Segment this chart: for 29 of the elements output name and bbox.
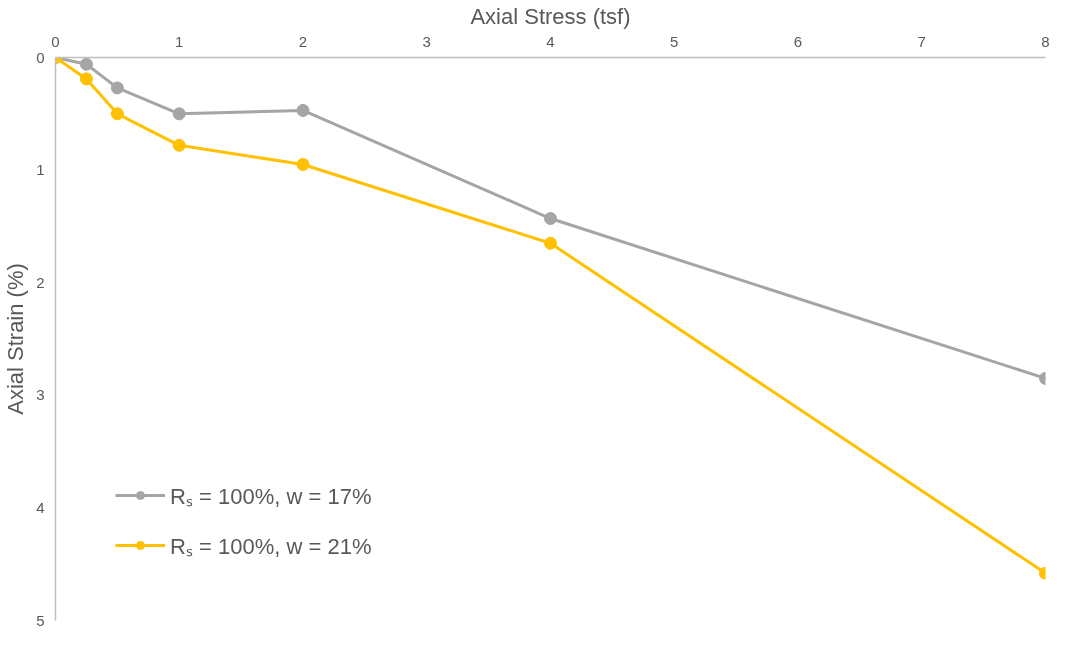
y-tick-label: 2 bbox=[36, 273, 45, 291]
point bbox=[544, 236, 557, 250]
y-tick-label: 0 bbox=[36, 48, 45, 66]
point bbox=[110, 107, 124, 121]
y-axis-title: Axial Strain (%) bbox=[3, 263, 29, 415]
legend-label: Rₛ = 100%, w = 17% bbox=[170, 483, 372, 510]
point bbox=[79, 72, 93, 86]
y-tick-label: 5 bbox=[36, 611, 45, 629]
x-tick-label: 6 bbox=[793, 32, 803, 50]
x-tick-label: 3 bbox=[422, 32, 431, 50]
legend-label: Rₛ = 100%, w = 21% bbox=[170, 533, 372, 560]
y-tick-label: 1 bbox=[36, 161, 45, 179]
x-tick-label: 7 bbox=[917, 32, 926, 50]
x-axis-title: Axial Stress (tsf) bbox=[470, 3, 631, 29]
x-tick-label: 5 bbox=[670, 32, 679, 50]
x-tick-label: 0 bbox=[51, 32, 60, 50]
point bbox=[172, 107, 186, 121]
point bbox=[172, 138, 186, 152]
point bbox=[79, 57, 93, 71]
point bbox=[296, 157, 310, 171]
x-tick-label: 2 bbox=[298, 32, 308, 50]
x-tick-label: 1 bbox=[175, 32, 184, 50]
y-tick-label: 4 bbox=[36, 498, 45, 516]
point bbox=[110, 81, 124, 95]
point bbox=[544, 212, 557, 226]
x-tick-label: 4 bbox=[546, 32, 555, 50]
y-tick-label: 3 bbox=[36, 386, 45, 404]
point bbox=[296, 103, 310, 117]
x-tick-label: 8 bbox=[1041, 32, 1050, 50]
